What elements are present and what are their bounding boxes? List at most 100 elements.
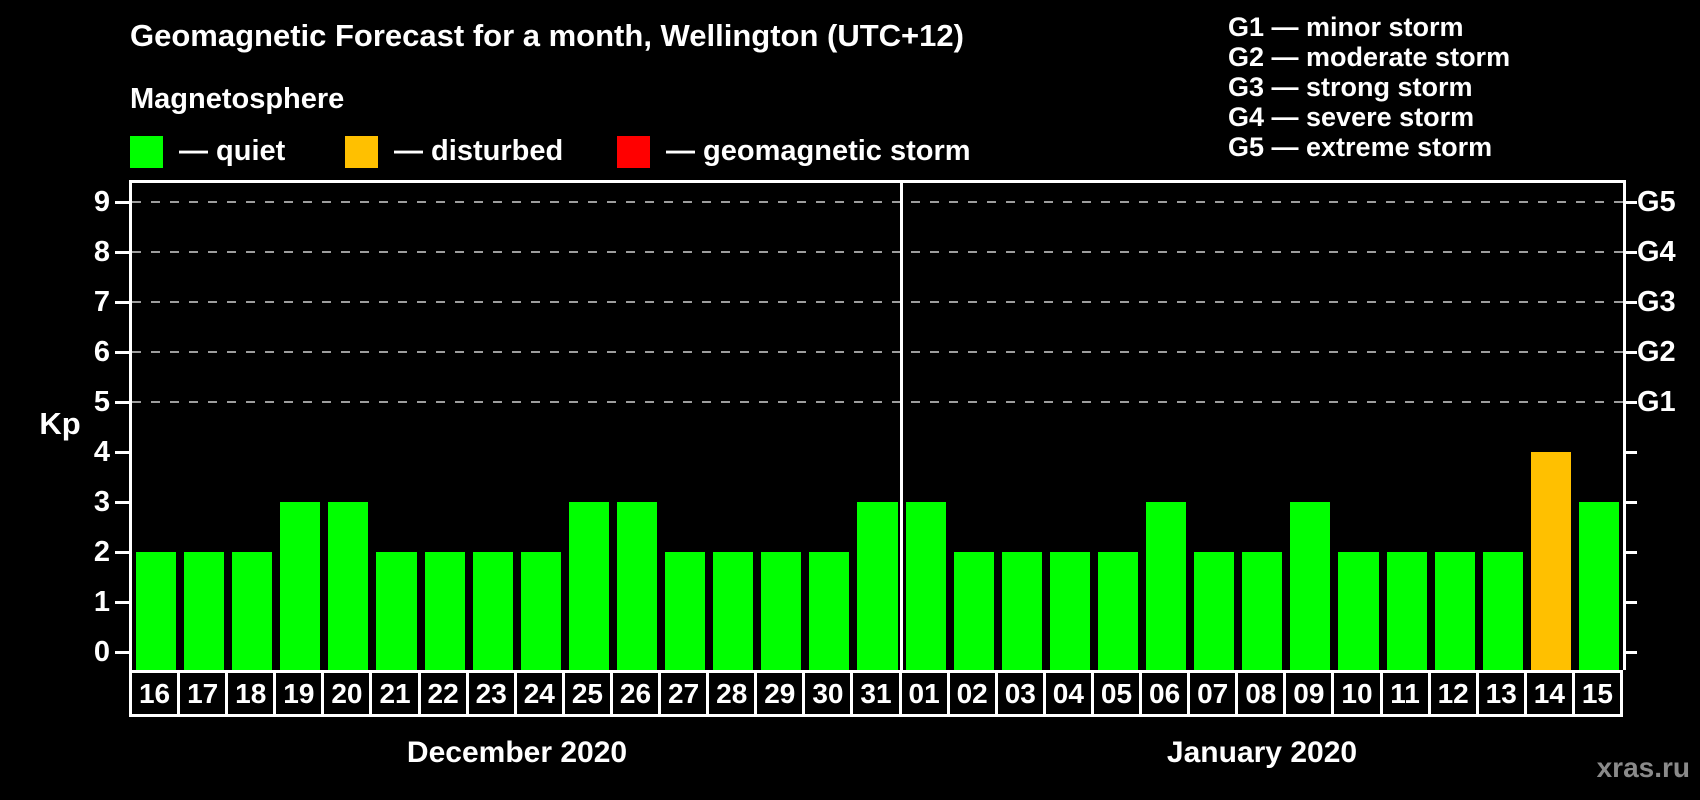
y-tick-left-0	[115, 650, 132, 654]
day-label: 06	[1139, 670, 1191, 717]
day-label: 26	[609, 670, 662, 717]
day-label: 27	[658, 670, 710, 717]
g-legend-line-5: G5 — extreme storm	[1228, 132, 1493, 162]
day-label: 22	[417, 670, 469, 717]
day-label: 12	[1427, 670, 1479, 717]
right-axis-label-g2: G2	[1637, 336, 1676, 368]
y-tick-right-7	[1623, 300, 1637, 304]
g-legend-line-1: G1 — minor storm	[1228, 12, 1464, 42]
gridline-kp6	[132, 351, 1623, 353]
kp-bar-30	[809, 552, 850, 670]
kp-bar-15	[1578, 502, 1619, 670]
g-scale-legend: G1 — minor storm G2 — moderate storm G3 — …	[1228, 12, 1510, 162]
y-tick-right-2	[1623, 550, 1637, 554]
right-axis-label-g1: G1	[1637, 386, 1676, 418]
y-tick-left-9	[115, 200, 132, 204]
kp-bar-05	[1097, 552, 1139, 670]
kp-bar-27	[665, 552, 706, 670]
kp-bar-06	[1146, 502, 1187, 670]
y-tick-label: 0	[93, 636, 110, 668]
y-tick-label: 6	[93, 336, 110, 368]
month-label-january: January 2020	[1166, 736, 1358, 769]
month-separator	[900, 183, 904, 670]
kp-bar-20	[328, 502, 369, 670]
plot-border-right	[1623, 180, 1626, 670]
day-label: 09	[1283, 670, 1335, 717]
day-label: 21	[369, 670, 421, 717]
day-label: 24	[513, 670, 565, 717]
day-label: 14	[1523, 670, 1575, 717]
g-legend-line-2: G2 — moderate storm	[1228, 42, 1511, 72]
y-tick-right-5	[1623, 400, 1637, 404]
day-label: 03	[994, 670, 1046, 717]
day-label: 20	[321, 670, 373, 717]
day-label: 18	[225, 670, 277, 717]
legend-label-quiet: — quiet	[179, 135, 286, 167]
legend-item-storm: — geomagnetic storm	[617, 135, 971, 168]
magnetosphere-label: Magnetosphere	[130, 83, 345, 115]
kp-bar-09	[1290, 502, 1331, 670]
y-tick-left-8	[115, 250, 132, 254]
y-tick-right-4	[1623, 450, 1637, 454]
kp-bar-25	[568, 502, 609, 670]
day-label: 13	[1475, 670, 1527, 717]
kp-bar-24	[520, 552, 561, 670]
day-label: 29	[754, 670, 806, 717]
kp-bar-11	[1386, 552, 1427, 670]
kp-bar-08	[1242, 552, 1283, 670]
month-label-december: December 2020	[406, 736, 628, 769]
legend-label-disturbed: — disturbed	[394, 135, 564, 167]
disturbed-color-swatch	[345, 135, 378, 168]
day-label: 28	[706, 670, 758, 717]
y-tick-right-9	[1623, 200, 1637, 204]
y-tick-left-7	[115, 300, 132, 304]
kp-bar-01	[905, 502, 946, 670]
legend-item-quiet: — quiet	[130, 135, 285, 168]
quiet-color-swatch	[130, 135, 163, 168]
g-legend-line-4: G4 — severe storm	[1228, 102, 1475, 132]
right-axis-label-g5: G5	[1637, 186, 1676, 218]
right-axis-label-g3: G3	[1637, 286, 1676, 318]
kp-bar-07	[1194, 552, 1235, 670]
legend-label-storm: — geomagnetic storm	[666, 135, 971, 167]
gridline-kp7	[132, 301, 1623, 303]
kp-bar-28	[713, 552, 754, 670]
y-tick-right-6	[1623, 350, 1637, 354]
y-tick-left-1	[115, 600, 132, 604]
y-tick-label: 9	[93, 186, 110, 218]
y-tick-left-4	[115, 450, 132, 454]
y-tick-label: 8	[93, 236, 110, 268]
day-label: 16	[129, 670, 181, 717]
watermark: xras.ru	[1596, 752, 1690, 783]
storm-color-swatch	[617, 135, 650, 168]
day-label: 30	[802, 670, 854, 717]
kp-bar-23	[472, 552, 513, 670]
gridline-kp8	[132, 251, 1623, 253]
y-tick-right-1	[1623, 600, 1637, 604]
day-label: 01	[898, 670, 950, 717]
right-axis-label-g4: G4	[1637, 236, 1676, 268]
y-tick-label: 3	[93, 486, 110, 518]
kp-bar-03	[1001, 552, 1042, 670]
kp-bar-16	[136, 552, 177, 670]
day-label: 31	[850, 670, 902, 717]
kp-bar-26	[616, 502, 658, 670]
gridline-kp9	[132, 201, 1623, 203]
y-tick-label: 7	[93, 286, 110, 318]
day-label: 11	[1379, 670, 1431, 717]
gridline-kp5	[132, 401, 1623, 403]
day-label: 15	[1571, 670, 1623, 717]
g-legend-line-3: G3 — strong storm	[1228, 72, 1473, 102]
legend-item-disturbed: — disturbed	[345, 135, 563, 168]
kp-bar-29	[761, 552, 802, 670]
day-label: 10	[1331, 670, 1383, 717]
y-tick-label: 4	[93, 436, 110, 468]
plot-border-top	[129, 180, 1626, 183]
y-tick-left-6	[115, 350, 132, 354]
plot-border-left	[129, 180, 132, 670]
day-label: 17	[177, 670, 229, 717]
y-tick-right-0	[1623, 650, 1637, 654]
y-tick-left-2	[115, 550, 132, 554]
day-label: 25	[561, 670, 613, 717]
day-label: 07	[1187, 670, 1239, 717]
